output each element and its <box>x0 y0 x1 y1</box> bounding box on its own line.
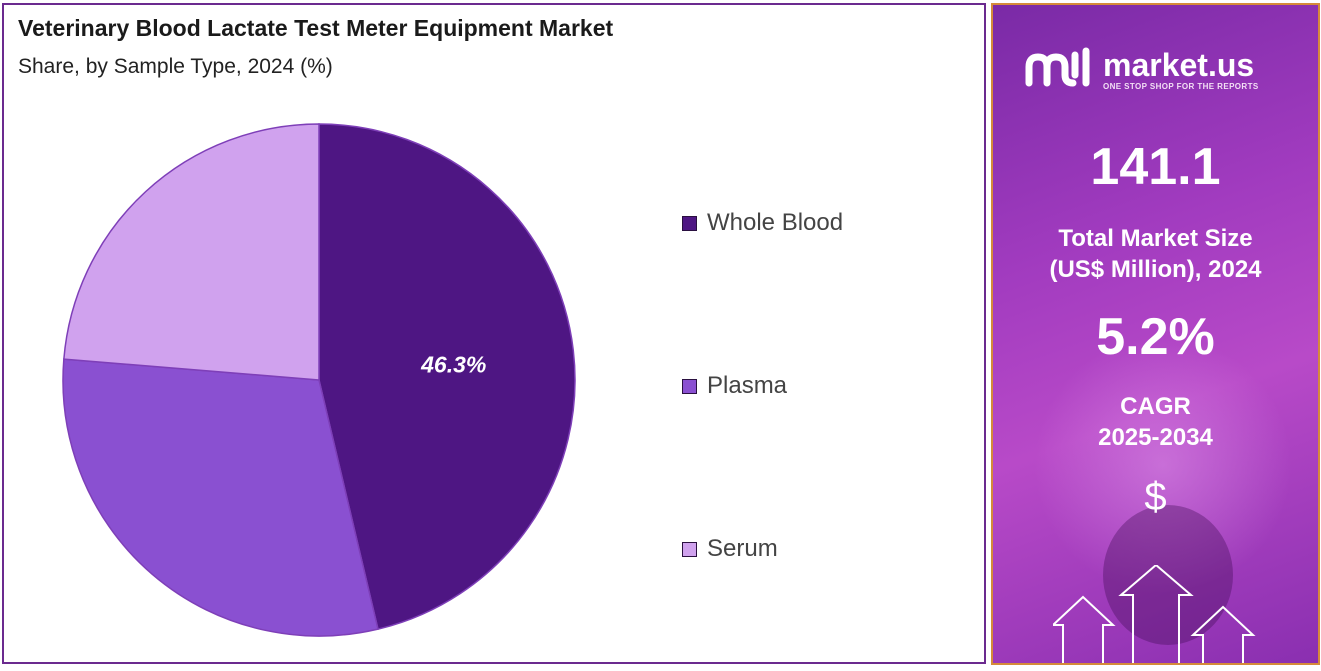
pie-slice-serum <box>63 123 320 381</box>
background-glow <box>1033 335 1293 595</box>
market-size-label-line2: (US$ Million), 2024 <box>1049 256 1262 283</box>
cagr-label-line2: 2025-2034 <box>1098 424 1213 451</box>
brand-tagline: ONE STOP SHOP FOR THE REPORTS <box>1103 81 1259 91</box>
legend-label-whole-blood: Whole Blood <box>707 209 844 236</box>
market-size-value: 141.1 <box>1090 138 1221 196</box>
growth-arrows-icon <box>1053 565 1256 663</box>
market-size-label-line1: Total Market Size <box>1058 225 1253 252</box>
data-label-whole-blood: 46.3% <box>420 351 486 377</box>
summary-panel: market.us ONE STOP SHOP FOR THE REPORTS … <box>991 3 1320 665</box>
chart-title: Veterinary Blood Lactate Test Meter Equi… <box>18 15 614 41</box>
cagr-value: 5.2% <box>1096 308 1215 366</box>
chart-panel: Veterinary Blood Lactate Test Meter Equi… <box>2 3 986 664</box>
legend-swatch-plasma <box>682 378 697 394</box>
brand-name: market.us <box>1103 46 1255 83</box>
legend-swatch-serum <box>682 541 697 557</box>
legend-label-plasma: Plasma <box>707 372 788 399</box>
legend-item-plasma: Plasma <box>682 372 787 400</box>
brand-logo: market.us ONE STOP SHOP FOR THE REPORTS <box>1023 45 1259 93</box>
cagr-label-line1: CAGR <box>1120 393 1191 420</box>
legend-label-serum: Serum <box>707 535 778 562</box>
dollar-icon: $ <box>1144 475 1167 519</box>
pie-slice-plasma <box>62 358 379 637</box>
legend-item-whole-blood: Whole Blood <box>682 209 843 237</box>
market-size-label: Total Market Size (US$ Million), 2024 <box>993 223 1318 285</box>
legend-swatch-whole-blood <box>682 215 697 231</box>
pie-chart: 46.3% <box>62 123 576 637</box>
chart-subtitle: Share, by Sample Type, 2024 (%) <box>18 55 333 78</box>
pie-slice-whole-blood <box>318 123 576 631</box>
cagr-label: CAGR 2025-2034 <box>993 391 1318 453</box>
legend-item-serum: Serum <box>682 535 778 563</box>
market-us-logo-icon <box>1025 47 1090 87</box>
